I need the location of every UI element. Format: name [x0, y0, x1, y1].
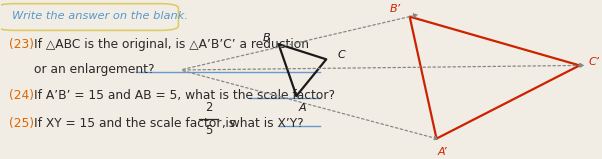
Text: C’: C’: [589, 57, 600, 67]
Text: B: B: [263, 33, 270, 43]
Text: (25): (25): [8, 117, 34, 130]
Text: or an enlargement?: or an enlargement?: [34, 63, 155, 76]
Text: B’: B’: [389, 4, 400, 14]
Text: , what is X’Y?: , what is X’Y?: [222, 117, 303, 130]
Text: Write the answer on the blank.: Write the answer on the blank.: [12, 11, 188, 21]
Text: If △ABC is the original, is △A’B’C’ a reduction: If △ABC is the original, is △A’B’C’ a re…: [34, 38, 309, 51]
Text: A’: A’: [438, 147, 447, 157]
Text: 5: 5: [205, 124, 213, 137]
Text: 2: 2: [205, 101, 213, 114]
Text: If XY = 15 and the scale factor is: If XY = 15 and the scale factor is: [34, 117, 235, 130]
Text: C: C: [337, 50, 345, 60]
Text: (24): (24): [8, 89, 34, 102]
Text: (23): (23): [8, 38, 34, 51]
FancyBboxPatch shape: [0, 4, 178, 30]
Text: A: A: [299, 103, 306, 113]
Text: If A’B’ = 15 and AB = 5, what is the scale factor?: If A’B’ = 15 and AB = 5, what is the sca…: [34, 89, 335, 102]
